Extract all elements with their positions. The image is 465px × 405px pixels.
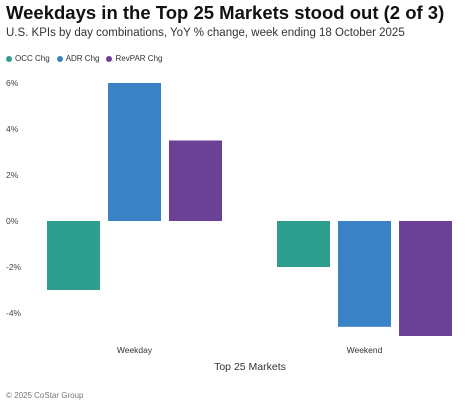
chart-subtitle: U.S. KPIs by day combinations, YoY % cha… [6,27,405,39]
copyright-footer: © 2025 CoStar Group [6,391,84,400]
y-tick-label: 4% [6,124,19,134]
y-tick-label: 2% [6,170,19,180]
bar-revpar-weekend [399,221,452,336]
x-category-label: Weekday [117,345,153,355]
y-tick-label: -2% [6,262,22,272]
x-axis-title: Top 25 Markets [214,361,286,373]
y-tick-label: -4% [6,308,22,318]
legend-item-adr: ADR Chg [56,54,100,63]
bar-adr-weekday [108,83,161,221]
bar-adr-weekend [338,221,391,327]
legend-item-revpar: RevPAR Chg [106,54,162,63]
chart-legend: OCC Chg ADR Chg RevPAR Chg [6,54,169,63]
y-tick-label: 0% [6,216,19,226]
bar-occ-weekday [47,221,100,290]
legend-label-revpar: RevPAR Chg [115,54,163,63]
legend-swatch-revpar [106,55,113,62]
legend-item-occ: OCC Chg [6,54,50,63]
legend-label-occ: OCC Chg [15,54,50,63]
legend-swatch-occ [6,55,12,62]
y-tick-label: 6% [6,78,19,88]
x-category-label: Weekend [347,345,383,355]
bar-occ-weekend [277,221,330,267]
chart-title: Weekdays in the Top 25 Markets stood out… [6,2,445,23]
legend-label-adr: ADR Chg [65,54,100,63]
legend-swatch-adr [56,55,63,62]
bar-revpar-weekday [169,140,222,221]
